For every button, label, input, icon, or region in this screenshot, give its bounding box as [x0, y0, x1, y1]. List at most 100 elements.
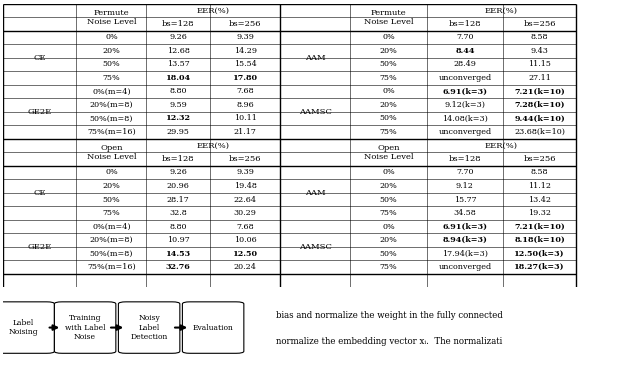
Text: 20%: 20%	[380, 236, 397, 244]
Text: 75%: 75%	[380, 263, 397, 271]
Text: 0%: 0%	[105, 168, 118, 176]
Text: 75%: 75%	[380, 128, 397, 136]
Text: 20%: 20%	[380, 101, 397, 109]
Text: 0%: 0%	[382, 168, 395, 176]
Text: 12.50(k=3): 12.50(k=3)	[515, 250, 565, 258]
Text: 13.42: 13.42	[528, 195, 551, 203]
Text: 15.54: 15.54	[234, 60, 257, 68]
Text: bs=256: bs=256	[524, 155, 556, 163]
Text: Open
Noise Level: Open Noise Level	[364, 143, 413, 161]
Text: 7.68: 7.68	[236, 223, 254, 231]
Text: 20%: 20%	[102, 182, 120, 190]
Text: EER(%): EER(%)	[197, 7, 230, 14]
Text: GE2E: GE2E	[28, 243, 52, 251]
Text: Open
Noise Level: Open Noise Level	[86, 143, 136, 161]
Text: 7.70: 7.70	[456, 33, 474, 41]
Text: CE: CE	[33, 189, 46, 197]
Text: 9.12: 9.12	[456, 182, 474, 190]
Text: 28.17: 28.17	[167, 195, 189, 203]
Text: 19.32: 19.32	[528, 209, 551, 217]
Text: 75%(m=16): 75%(m=16)	[87, 128, 136, 136]
Text: AAM: AAM	[305, 54, 326, 62]
Text: 9.59: 9.59	[170, 101, 187, 109]
Text: 30.29: 30.29	[234, 209, 257, 217]
Text: 9.39: 9.39	[236, 33, 254, 41]
FancyBboxPatch shape	[0, 302, 54, 353]
Text: 19.48: 19.48	[234, 182, 257, 190]
Text: AAMSC: AAMSC	[299, 108, 332, 116]
Text: 50%: 50%	[380, 250, 397, 258]
Text: 20%: 20%	[102, 47, 120, 55]
Text: bs=256: bs=256	[229, 155, 261, 163]
Text: EER(%): EER(%)	[485, 142, 518, 149]
Text: 75%: 75%	[380, 209, 397, 217]
Text: 21.17: 21.17	[234, 128, 257, 136]
Text: bs=128: bs=128	[162, 20, 195, 28]
Text: Evaluation: Evaluation	[193, 324, 234, 332]
Text: 50%(m=8): 50%(m=8)	[90, 250, 133, 258]
Text: EER(%): EER(%)	[485, 7, 518, 14]
Text: 32.76: 32.76	[166, 263, 191, 271]
Text: 17.94(k=3): 17.94(k=3)	[442, 250, 488, 258]
Text: 14.08(k=3): 14.08(k=3)	[442, 115, 488, 123]
Text: 20.96: 20.96	[167, 182, 189, 190]
Text: unconverged: unconverged	[438, 128, 492, 136]
Text: 8.94(k=3): 8.94(k=3)	[442, 236, 487, 244]
Text: 8.18(k=10): 8.18(k=10)	[515, 236, 565, 244]
Text: Training
with Label
Noise: Training with Label Noise	[65, 314, 106, 341]
Text: 0%(m=4): 0%(m=4)	[92, 87, 131, 96]
Text: bs=128: bs=128	[449, 155, 481, 163]
Text: 12.50: 12.50	[233, 250, 258, 258]
FancyBboxPatch shape	[118, 302, 180, 353]
Text: 10.97: 10.97	[167, 236, 189, 244]
Text: 8.44: 8.44	[455, 47, 475, 55]
Text: 50%: 50%	[102, 195, 120, 203]
Text: 9.26: 9.26	[170, 168, 188, 176]
Text: bs=128: bs=128	[162, 155, 195, 163]
Text: 18.27(k=3): 18.27(k=3)	[515, 263, 565, 271]
Text: 7.28(k=10): 7.28(k=10)	[515, 101, 565, 109]
Text: 0%(m=4): 0%(m=4)	[92, 223, 131, 231]
Text: 9.43: 9.43	[531, 47, 548, 55]
Text: 9.12(k=3): 9.12(k=3)	[444, 101, 485, 109]
Text: GE2E: GE2E	[28, 108, 52, 116]
FancyBboxPatch shape	[54, 302, 116, 353]
Text: 50%: 50%	[380, 115, 397, 123]
Text: 75%: 75%	[102, 209, 120, 217]
Text: 15.77: 15.77	[454, 195, 476, 203]
Text: 12.32: 12.32	[166, 115, 191, 123]
Text: 9.44(k=10): 9.44(k=10)	[515, 115, 565, 123]
Text: 13.57: 13.57	[167, 60, 189, 68]
Text: unconverged: unconverged	[438, 74, 492, 82]
Text: 23.68(k=10): 23.68(k=10)	[514, 128, 565, 136]
Text: 7.21(k=10): 7.21(k=10)	[515, 223, 565, 231]
Text: 75%: 75%	[102, 74, 120, 82]
Text: 8.80: 8.80	[170, 223, 187, 231]
Text: 6.91(k=3): 6.91(k=3)	[442, 223, 488, 231]
Text: 8.58: 8.58	[531, 168, 548, 176]
FancyBboxPatch shape	[182, 302, 244, 353]
Text: Noisy
Label
Detection: Noisy Label Detection	[131, 314, 168, 341]
Text: unconverged: unconverged	[438, 263, 492, 271]
Text: 75%: 75%	[380, 74, 397, 82]
Text: 7.68: 7.68	[236, 87, 254, 96]
Text: 10.11: 10.11	[234, 115, 257, 123]
Text: normalize the embedding vector xᵢ.  The normalizati: normalize the embedding vector xᵢ. The n…	[276, 337, 502, 346]
Text: AAM: AAM	[305, 189, 326, 197]
Text: 0%: 0%	[382, 33, 395, 41]
Text: 11.12: 11.12	[528, 182, 551, 190]
Text: 20%: 20%	[380, 47, 397, 55]
Text: 50%: 50%	[380, 60, 397, 68]
Text: 18.04: 18.04	[166, 74, 191, 82]
Text: 50%: 50%	[380, 195, 397, 203]
Text: 27.11: 27.11	[528, 74, 551, 82]
Text: 11.15: 11.15	[528, 60, 551, 68]
Text: 14.53: 14.53	[166, 250, 191, 258]
Text: 8.80: 8.80	[170, 87, 187, 96]
Text: 0%: 0%	[105, 33, 118, 41]
Text: bs=256: bs=256	[229, 20, 261, 28]
Text: 9.39: 9.39	[236, 168, 254, 176]
Text: bs=256: bs=256	[524, 20, 556, 28]
Text: Permute
Noise Level: Permute Noise Level	[86, 8, 136, 26]
Text: 10.06: 10.06	[234, 236, 257, 244]
